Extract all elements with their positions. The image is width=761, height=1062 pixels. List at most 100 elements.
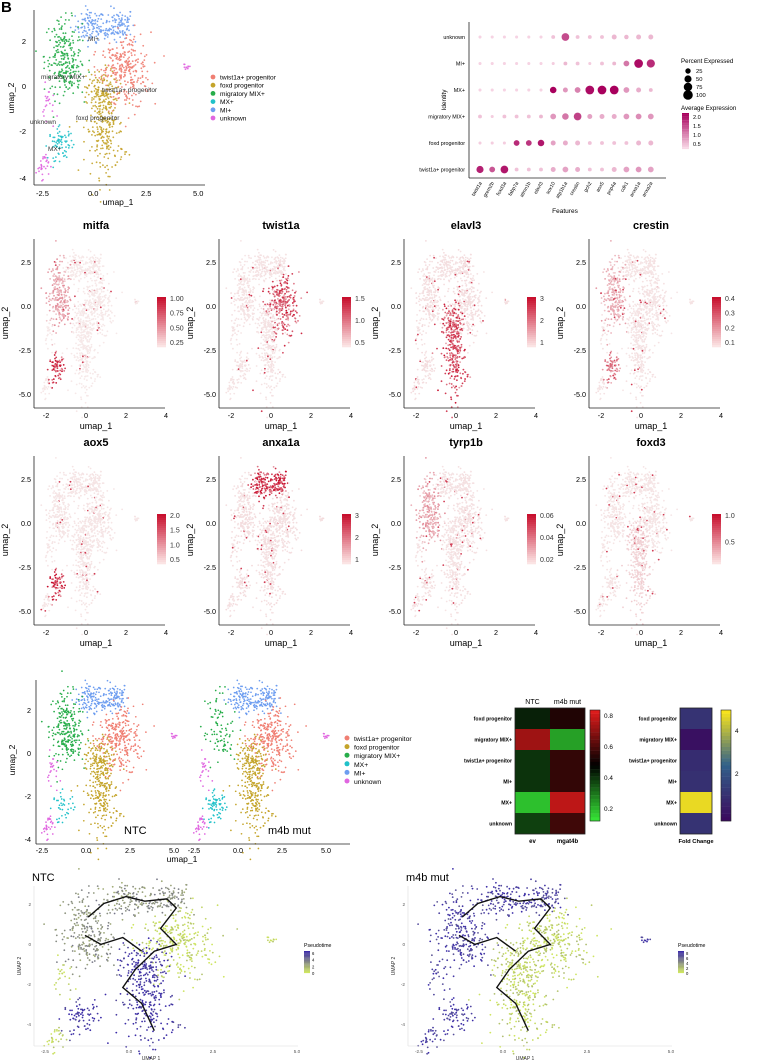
feature-cell-point [77,357,79,359]
umap-cell-point [103,77,105,80]
feature-cell-point [431,260,433,263]
umap-cell-point [48,63,51,65]
umap-cell-point [58,160,61,163]
feature-cell-point [244,361,247,363]
feature-cell-point [461,289,464,291]
feature-cell-point [237,310,240,313]
feature-cell-point [77,317,79,320]
umap-cell-point [64,134,66,137]
feature-cell-point [85,364,88,367]
feature-cell-point [78,280,81,283]
feature-colorbar-tick: 0.50 [170,325,184,332]
feature-cell-point [239,288,242,291]
umap-cell-point [58,43,60,46]
feature-cell-point [461,293,463,296]
feature-cell-point [461,382,464,385]
umap-cell-point [63,56,66,58]
feature-cell-point [256,326,259,329]
feature-cell-point [274,361,276,363]
feature-cell-point [68,287,70,289]
feature-cell-point [436,347,438,350]
feature-cell-point [230,297,233,299]
dotplot-dot [575,140,581,146]
feature-cell-point [284,306,287,309]
feature-cell-point [75,347,78,350]
feature-cell-point [452,319,455,322]
umap-cell-point [123,89,126,92]
feature-cell-point [248,256,251,259]
feature-cell-point [75,336,78,339]
feature-cell-point [442,347,445,349]
feature-cell-point [273,271,275,274]
umap-cell-point [108,83,111,85]
feature-cell-point [457,314,460,316]
umap-cell-point [69,77,71,79]
umap-cell-point [104,117,107,120]
feature-cell-point [236,351,239,354]
umap-cell-point [113,69,116,72]
feature-cell-point [471,296,474,298]
feature-cell-point [89,272,92,275]
feature-cell-point [424,288,427,291]
feature-cell-point [470,273,472,275]
feature-cell-point [252,291,254,293]
umap-cell-point [92,25,95,28]
umap-cell-point [133,54,136,56]
feature-cell-point [97,302,100,305]
dotplot-colorbar-segment [682,141,689,144]
feature-cell-point [278,309,281,312]
feature-cell-point [60,359,63,362]
umap-cell-point [48,98,51,101]
dotplot-dot [500,165,509,174]
feature-cell-point [454,375,456,378]
feature-cell-point [73,305,76,308]
umap-cell-point [111,16,114,19]
feature-cell-point [76,270,78,273]
feature-cell-point [79,352,81,355]
feature-colorbar-segment [342,305,351,308]
feature-cell-point [75,359,78,361]
feature-cell-point [282,273,285,276]
feature-cell-point [135,301,138,304]
dotplot-dot [600,167,604,172]
umap-cell-point [127,58,129,60]
feature-cell-point [478,282,480,285]
feature-colorbar-segment [342,345,351,348]
feature-cell-point [86,256,88,259]
umap-cell-point [40,168,43,171]
umap-cell-point [122,40,125,43]
umap-cell-point [96,81,99,84]
dotplot-dot [550,167,556,172]
feature-cell-point [454,262,457,265]
feature-cell-point [449,354,452,356]
feature-cell-point [71,330,74,333]
feature-cell-point [265,358,268,360]
umap-cell-point [129,10,132,13]
feature-cell-point [273,340,275,343]
feature-cell-point [235,317,238,320]
feature-cell-point [455,312,457,315]
feature-cell-point [455,388,458,391]
feature-cell-point [415,319,418,322]
umap-cell-point [102,104,105,107]
feature-cell-point [233,322,236,325]
umap-cell-point [96,126,99,128]
feature-cell-point [67,389,69,392]
feature-cell-point [458,261,461,263]
feature-cell-point [471,317,474,320]
umap-cell-point [69,26,72,29]
umap-cell-point [132,49,135,52]
feature-cell-point [450,398,453,401]
legend-swatch-twist1a [210,74,216,80]
umap-cell-point [86,16,89,19]
feature-cell-point [281,288,284,291]
umap-cell-point [61,25,63,27]
feature-cell-point [79,261,81,264]
umap-cell-point [110,112,113,115]
feature-cell-point [469,302,472,305]
umap-cell-point [45,120,48,123]
feature-cell-point [429,304,432,307]
feature-cell-point [92,298,94,300]
umap-cell-point [58,75,60,77]
feature-cell-point [134,301,136,303]
